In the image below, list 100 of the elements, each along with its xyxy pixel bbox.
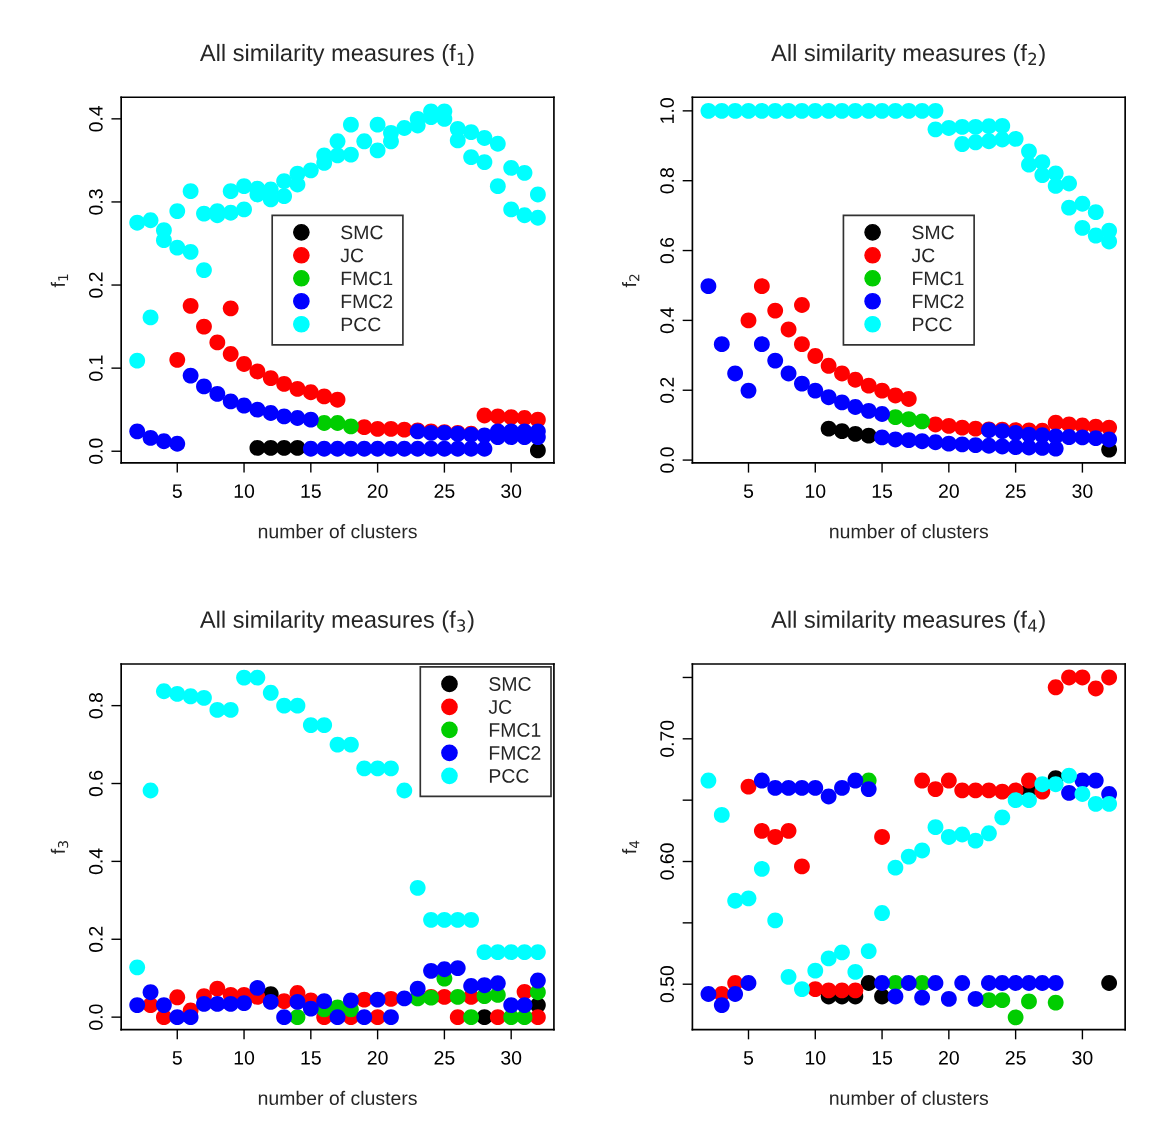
- point: [209, 995, 226, 1012]
- point: [994, 975, 1011, 991]
- point: [169, 239, 186, 256]
- x-tick-label: 25: [434, 1050, 455, 1065]
- point: [1021, 993, 1037, 1010]
- point: [740, 382, 757, 399]
- point: [302, 717, 319, 734]
- legend-label: FMC2: [489, 746, 541, 760]
- point: [423, 911, 439, 928]
- y-axis-title: f$_{3}$: [50, 841, 69, 854]
- point: [780, 968, 797, 985]
- point: [129, 423, 146, 440]
- point: [847, 371, 864, 388]
- point: [249, 401, 266, 418]
- point: [927, 102, 944, 119]
- point: [807, 962, 824, 979]
- x-tick-label: 10: [805, 484, 826, 498]
- point: [155, 997, 172, 1013]
- point: [316, 993, 333, 1010]
- point: [489, 408, 506, 425]
- point: [436, 911, 453, 928]
- point: [994, 809, 1011, 826]
- legend-label: SMC: [341, 225, 383, 240]
- point: [1021, 792, 1037, 809]
- point: [981, 782, 997, 799]
- point: [276, 1009, 293, 1026]
- point: [954, 975, 971, 991]
- point: [129, 959, 146, 976]
- point: [329, 133, 346, 150]
- point: [860, 102, 877, 119]
- point: [262, 684, 279, 701]
- x-tick-label: 30: [501, 484, 522, 498]
- point: [981, 437, 997, 454]
- point: [874, 905, 890, 921]
- legend-label: JC: [340, 248, 364, 263]
- point: [820, 102, 837, 119]
- point: [767, 352, 784, 369]
- point: [967, 782, 984, 799]
- chart-title: All similarity measures (f$_{2}$): [771, 43, 1045, 66]
- point: [967, 832, 984, 849]
- x-tick-label: 20: [367, 484, 388, 498]
- point: [900, 411, 917, 428]
- point: [476, 130, 493, 146]
- point: [967, 134, 984, 151]
- point: [169, 686, 186, 702]
- y-tick-label: 0.2: [88, 926, 103, 953]
- point: [740, 890, 757, 907]
- point: [887, 859, 904, 876]
- point: [196, 689, 212, 706]
- point: [967, 437, 984, 453]
- point: [927, 975, 944, 991]
- point: [503, 159, 520, 176]
- legend-label: FMC1: [489, 723, 541, 737]
- point: [940, 772, 957, 789]
- x-tick-label: 15: [872, 1051, 893, 1065]
- y-tick-label: 0.2: [88, 272, 103, 298]
- point: [222, 346, 239, 362]
- point: [249, 669, 266, 686]
- point: [409, 879, 426, 896]
- point: [874, 975, 890, 991]
- point: [940, 120, 957, 136]
- point: [940, 829, 957, 845]
- point: [1047, 994, 1064, 1011]
- point: [780, 321, 797, 338]
- point: [1061, 175, 1077, 192]
- legend-label: SMC: [912, 225, 954, 240]
- point: [249, 363, 266, 380]
- point: [940, 435, 957, 452]
- point: [342, 146, 359, 163]
- point: [727, 986, 744, 1002]
- point: [834, 102, 850, 119]
- point: [794, 375, 810, 392]
- point: [713, 997, 730, 1013]
- point: [1021, 156, 1037, 173]
- point: [927, 434, 944, 451]
- point: [700, 102, 717, 119]
- y-axis-title: f$_{4}$: [622, 840, 640, 854]
- point: [196, 262, 212, 278]
- x-tick-label: 30: [501, 1050, 522, 1065]
- point: [753, 772, 770, 789]
- point: [1021, 143, 1037, 160]
- point: [276, 408, 293, 425]
- point: [1101, 669, 1118, 686]
- point: [780, 822, 797, 839]
- point: [940, 991, 957, 1007]
- point: [236, 669, 252, 686]
- point: [954, 119, 971, 135]
- point: [834, 365, 850, 382]
- point: [449, 960, 466, 976]
- point: [209, 334, 226, 351]
- point: [727, 892, 744, 909]
- point: [396, 440, 413, 457]
- point: [196, 205, 212, 222]
- point: [182, 297, 199, 314]
- point: [794, 102, 810, 119]
- point: [727, 365, 744, 382]
- point: [196, 318, 212, 335]
- point: [489, 975, 506, 992]
- y-tick-label: 0.6: [660, 237, 674, 264]
- point: [262, 440, 279, 456]
